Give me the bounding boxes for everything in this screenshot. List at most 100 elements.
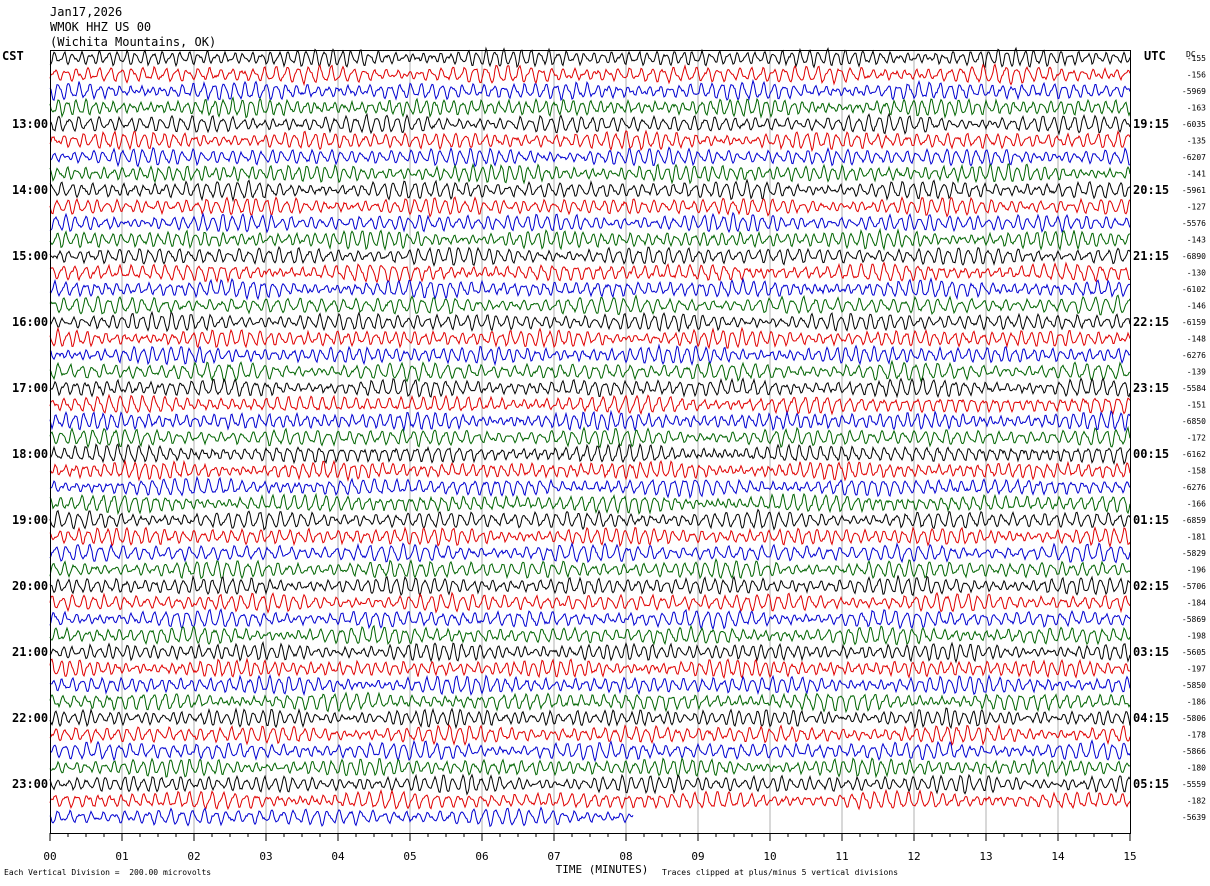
trace-line xyxy=(49,112,1131,136)
trace-line xyxy=(49,657,1131,680)
dc-offset-label: -5850 xyxy=(1182,681,1206,690)
x-tick-label: 12 xyxy=(907,850,920,863)
dc-offset-label: -186 xyxy=(1187,698,1206,707)
dc-offset-label: -182 xyxy=(1187,797,1206,806)
trace-line xyxy=(49,376,1131,399)
dc-offset-label: -6159 xyxy=(1182,318,1206,327)
trace-line xyxy=(49,641,1131,664)
trace-line xyxy=(49,96,1131,119)
dc-offset-label: -198 xyxy=(1187,632,1206,641)
trace-line xyxy=(49,245,1131,267)
dc-offset-label: -5961 xyxy=(1182,186,1206,195)
right-hour-label: 02:15 xyxy=(1133,579,1169,593)
trace-line xyxy=(49,673,1131,696)
dc-offset-label: -130 xyxy=(1187,269,1206,278)
x-tick-label: 00 xyxy=(43,850,56,863)
x-tick-label: 01 xyxy=(115,850,128,863)
right-hour-label: 05:15 xyxy=(1133,777,1169,791)
left-hour-label: 14:00 xyxy=(12,183,48,197)
x-tick-label: 04 xyxy=(331,850,345,863)
trace-line xyxy=(49,277,1131,301)
trace-line xyxy=(49,46,1131,69)
dc-offset-label: -166 xyxy=(1187,500,1206,509)
trace-line xyxy=(49,310,1131,333)
left-hour-label: 16:00 xyxy=(12,315,48,329)
dc-offset-label: -6890 xyxy=(1182,252,1206,261)
trace-line xyxy=(49,541,1131,564)
dc-offset-label: -5829 xyxy=(1182,549,1206,558)
x-tick-label: 13 xyxy=(979,850,992,863)
x-tick-label: 11 xyxy=(835,850,848,863)
x-tick-label: 15 xyxy=(1123,850,1136,863)
trace-line xyxy=(49,591,1131,614)
trace-line xyxy=(49,359,1131,383)
x-tick-label: 06 xyxy=(475,850,488,863)
trace-line xyxy=(49,211,1131,234)
left-hour-labels: 13:00 14:00 15:00 16:00 17:00 18:00 19:00 20:00… xyxy=(12,117,48,791)
trace-line xyxy=(49,178,1131,203)
trace-line xyxy=(49,196,1131,218)
trace-line xyxy=(49,343,1131,367)
x-axis: 00 01 02 03 04 05 06 07 08 09 10 11 12 13 14 15 xyxy=(43,833,1137,863)
dc-offset-label: -146 xyxy=(1187,302,1206,311)
dc-header: DC xyxy=(1186,50,1196,59)
dc-offset-label: -143 xyxy=(1187,236,1206,245)
trace-line xyxy=(49,409,1131,432)
trace-line xyxy=(49,574,1131,598)
dc-offset-label: -5605 xyxy=(1182,648,1206,657)
right-hour-label: 19:15 xyxy=(1133,117,1169,131)
trace-line xyxy=(49,773,1131,796)
dc-offset-label: -148 xyxy=(1187,335,1206,344)
right-hour-label: 03:15 xyxy=(1133,645,1169,659)
left-hour-label: 23:00 xyxy=(12,777,48,791)
dc-offset-label: -6162 xyxy=(1182,450,1206,459)
left-hour-label: 22:00 xyxy=(12,711,48,725)
x-tick-label: 03 xyxy=(259,850,272,863)
trace-line xyxy=(49,788,1131,811)
trace-line xyxy=(49,78,1131,102)
trace-line xyxy=(50,146,1131,168)
left-hour-label: 21:00 xyxy=(12,645,48,659)
trace-line xyxy=(49,492,1131,516)
x-tick-label: 10 xyxy=(763,850,776,863)
x-tick-label: 14 xyxy=(1051,850,1065,863)
right-hour-label: 20:15 xyxy=(1133,183,1169,197)
trace-line xyxy=(49,608,1131,631)
dc-offset-label: -178 xyxy=(1187,731,1206,740)
trace-line xyxy=(49,475,1131,499)
right-hour-label: 21:15 xyxy=(1133,249,1169,263)
dc-offset-label: -6276 xyxy=(1182,351,1206,360)
x-tick-label: 02 xyxy=(187,850,200,863)
trace-line xyxy=(49,558,1131,580)
dc-offset-label: -5706 xyxy=(1182,582,1206,591)
trace-line xyxy=(49,459,1131,482)
dc-offset-label: -172 xyxy=(1187,434,1206,443)
right-hour-label: 04:15 xyxy=(1133,711,1169,725)
dc-offset-label: -6276 xyxy=(1182,483,1206,492)
left-timezone: CST xyxy=(2,49,24,63)
trace-line xyxy=(49,393,1131,416)
dc-offset-label: -127 xyxy=(1187,203,1206,212)
trace-line xyxy=(49,806,634,828)
left-hour-label: 19:00 xyxy=(12,513,48,527)
dc-offset-label: -5559 xyxy=(1182,780,1206,789)
dc-offset-label: -155 xyxy=(1187,54,1206,63)
dc-offset-label: -180 xyxy=(1187,764,1206,773)
dc-offset-label: -5584 xyxy=(1182,384,1206,393)
x-tick-label: 09 xyxy=(691,850,704,863)
trace-line xyxy=(49,508,1131,531)
left-hour-label: 15:00 xyxy=(12,249,48,263)
dc-offset-label: -156 xyxy=(1187,71,1206,80)
right-hour-label: 23:15 xyxy=(1133,381,1169,395)
dc-offset-label: -184 xyxy=(1187,599,1206,608)
dc-offset-label: -158 xyxy=(1187,467,1206,476)
scale-note: Each Vertical Division = 200.00 microvol… xyxy=(4,868,212,877)
dc-offset-label: -135 xyxy=(1187,137,1206,146)
trace-group xyxy=(49,46,1131,828)
dc-offset-label: -197 xyxy=(1187,665,1206,674)
x-tick-label: 07 xyxy=(547,850,560,863)
left-hour-label: 18:00 xyxy=(12,447,48,461)
dc-offset-label: -6859 xyxy=(1182,516,1206,525)
trace-line xyxy=(49,624,1131,646)
